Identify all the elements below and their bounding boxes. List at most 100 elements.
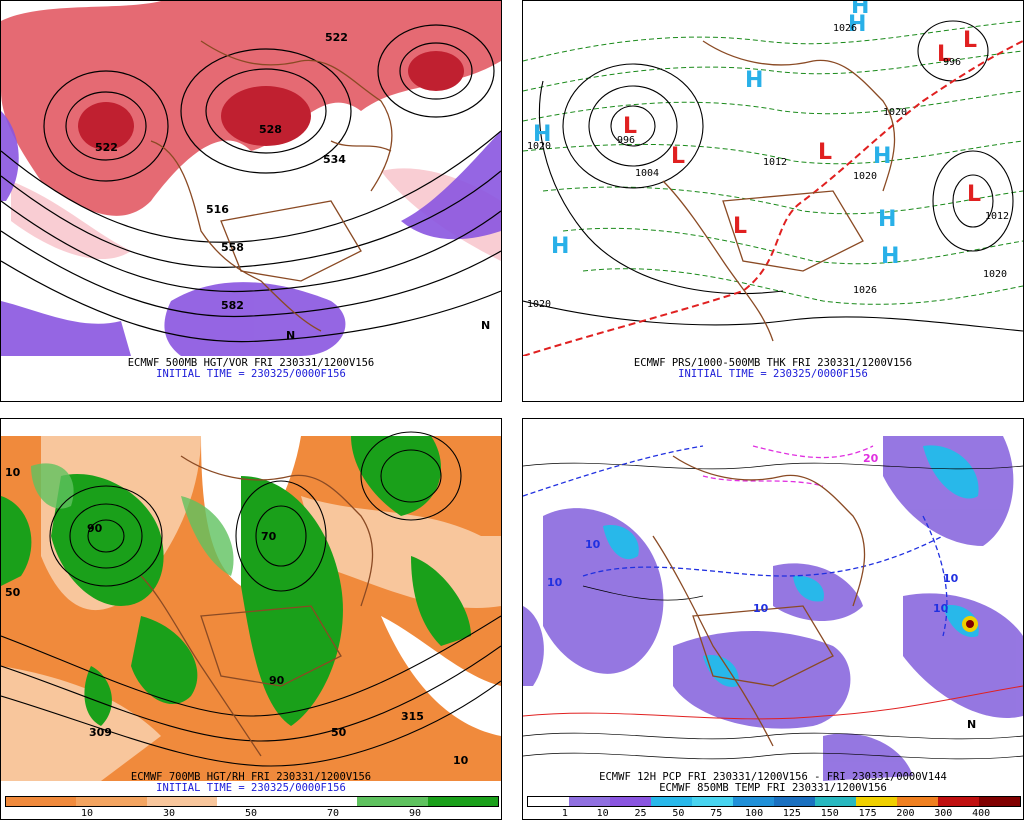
coastlines [662,40,896,342]
isobar-label: 1012 [763,157,787,168]
colorbar-tick-label: 175 [858,808,877,819]
colorbar-tick-label: 70 [326,808,340,819]
panel-subtitle: ECMWF 850MB TEMP FRI 230331/1200V156 [659,782,887,794]
high-center: H [533,122,551,147]
high-center: H [878,207,896,232]
colorbar-tick-label: 300 [934,808,953,819]
panel-title: ECMWF 500MB HGT/VOR FRI 230331/1200V156 [127,357,375,369]
precip-colorbar [527,796,1021,807]
colorbar-tick-label: 125 [782,808,801,819]
map-500mb-vorticity: 522 528 534 522 558 582 516 N N [1,1,501,356]
colorbar-swatch [610,797,651,806]
isobar-label: 1012 [985,211,1009,222]
colorbar-swatch [146,797,217,806]
label-522-west: 522 [95,141,118,154]
cold-isotherms [523,445,948,637]
colorbar-tick-label: 30 [162,808,176,819]
panel-subtitle: INITIAL TIME = 230325/0000F156 [156,782,346,794]
rh-label: 10 [5,466,21,479]
height-label-309: 309 [89,726,112,739]
height-contours [1,24,501,343]
panel-500mb-height-vorticity: 522 528 534 522 558 582 516 N N ECMWF 50… [0,0,502,402]
label-522-north: 522 [325,31,348,44]
height-contours [1,431,501,767]
label-n-1: N [286,329,295,342]
label-582: 582 [221,299,244,312]
isobar-label: 996 [943,57,961,68]
isobars [523,20,1023,332]
label-n-2: N [481,319,490,332]
panel-subtitle: INITIAL TIME = 230325/0000F156 [156,368,346,380]
panel-title: ECMWF 12H PCP FRI 230331/1200V156 - FRI … [599,771,947,783]
label-516: 516 [206,203,229,216]
isobar-label: 1020 [983,269,1007,280]
contour-labels: 522 528 534 522 558 582 516 N N [95,31,490,342]
isotherm-labels: 10 10 10 20 10 10 N [547,452,976,731]
isotherm-label: 10 [943,572,959,585]
colorbar-swatch [427,797,498,806]
isotherm-label: N [967,718,976,731]
warm-isotherms [523,685,1023,720]
contour-labels: 10 50 90 70 309 315 50 90 10 [5,466,469,767]
panel-title: ECMWF 700MB HGT/RH FRI 230331/1200V156 [130,771,372,783]
panel-precip-850mb-temp: 10 10 10 20 10 10 N ECMWF 12H PCP FRI 23… [522,418,1024,820]
height-label-315: 315 [401,710,424,723]
colorbar-swatch [287,797,358,806]
colorbar-swatch [979,797,1020,806]
rh-light-green [31,463,234,576]
low-center: L [733,214,747,239]
colorbar-tick-label: 400 [972,808,991,819]
colorbar-swatch [76,797,147,806]
isobar-label: 1020 [527,141,551,152]
coastlines [150,40,393,332]
colorbar-tick-label: 25 [634,808,647,819]
isotherm-label: 10 [933,602,949,615]
colorbar-tick-label: 50 [672,808,685,819]
low-center: L [818,140,832,165]
colorbar-swatch [856,797,897,806]
negative-vorticity-shading [1,111,501,356]
colorbar-swatch [897,797,938,806]
coastlines [140,455,374,757]
label-528: 528 [259,123,282,136]
isobar-label: 1020 [853,171,877,182]
colorbar-swatch [733,797,774,806]
colorbar-swatch [651,797,692,806]
isotherm-label: 20 [863,452,879,465]
low-center: L [671,144,685,169]
panel-title: ECMWF PRS/1000-500MB THK FRI 230331/1200… [633,357,913,369]
colorbar-swatch [216,797,288,806]
high-center: H [745,68,763,93]
low-center: L [937,42,951,67]
colorbar-swatch [692,797,733,806]
panel-subtitle: INITIAL TIME = 230325/0000F156 [678,368,868,380]
colorbar-tick-label: 75 [710,808,723,819]
map-precip-temp: 10 10 10 20 10 10 N [523,436,1023,781]
colorbar-tick-label: 1 [561,808,568,819]
rh-label: 50 [5,586,21,599]
high-center: H [851,1,869,19]
isotherm-label: 10 [585,538,601,551]
isobar-label: 1026 [853,285,877,296]
colorbar-swatch [357,797,428,806]
rh-colorbar [5,796,499,807]
very-cold-isotherms [702,445,874,487]
isobar-label: 1020 [527,299,551,310]
colorbar-tick-label: 90 [408,808,422,819]
colorbar-swatch [6,797,77,806]
high-center: H [881,244,899,269]
isobar-label: 996 [617,135,635,146]
colorbar-swatch [774,797,815,806]
colorbar-swatch [938,797,979,806]
colorbar-tick-label: 10 [596,808,609,819]
rh-label: 50 [331,726,347,739]
pressure-centers: H H H H H H H H L L L L L L L [533,1,981,269]
540-thickness-line [523,40,1023,356]
low-center: L [967,182,981,207]
rh-label: 10 [453,754,469,767]
isobar-label: 1004 [635,168,659,179]
high-center: H [873,144,891,169]
colorbar-tick-label: 100 [745,808,764,819]
rh-label: 70 [261,530,277,543]
panel-700mb-height-rh: 10 50 90 70 309 315 50 90 10 ECMWF 700MB… [0,418,502,820]
